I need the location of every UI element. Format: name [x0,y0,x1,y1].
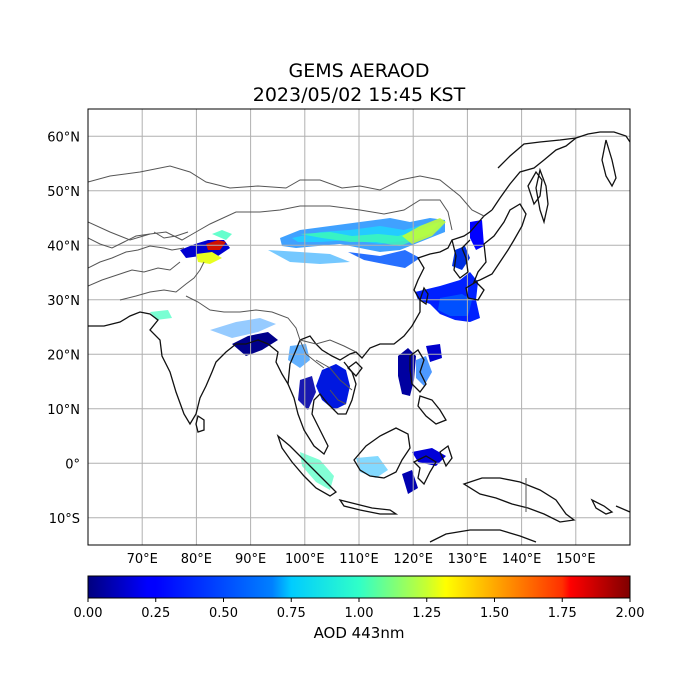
longitude-tick-label: 130°E [448,552,488,567]
longitude-tick-label: 140°E [502,552,542,567]
colorbar [87,575,631,599]
longitude-tick-label: 150°E [556,552,596,567]
colorbar-tick-label: 1.75 [548,606,577,621]
coastlines [88,131,630,543]
map-subtitle-datetime: 2023/05/02 15:45 KST [252,84,466,106]
latitude-tick-label: 0° [65,457,80,472]
latitude-tick-labels: 60°N 50°N 40°N 30°N 20°N 10°N 0° 10°S [47,130,80,527]
colorbar-label: AOD 443nm [313,624,405,642]
latitude-tick-label: 60°N [47,130,80,145]
aod-data-layer [150,218,484,494]
longitude-tick-label: 90°E [235,552,266,567]
colorbar-tick-label: 1.25 [412,606,441,621]
longitude-tick-label: 110°E [339,552,379,567]
longitude-tick-label: 100°E [285,552,325,567]
latitude-tick-label: 40°N [47,239,80,254]
longitude-tick-label: 120°E [393,552,433,567]
colorbar-tick-label: 1.00 [345,606,374,621]
colorbar-tick-label: 0.00 [74,606,103,621]
latitude-tick-label: 30°N [47,294,80,309]
latitude-tick-label: 50°N [47,185,80,200]
country-borders [88,165,527,512]
colorbar-tick-labels: 0.00 0.25 0.50 0.75 1.00 1.25 1.50 1.75 2.00 [74,598,645,621]
map-title: GEMS AERAOD [288,60,430,82]
map-frame [87,108,631,546]
colorbar-tick-label: 1.50 [480,606,509,621]
latitude-tick-label: 20°N [47,348,80,363]
map-area[interactable] [88,109,630,545]
latitude-tick-label: 10°S [49,512,80,527]
map-gridlines [88,109,630,545]
colorbar-tick-label: 0.50 [209,606,238,621]
colorbar-tick-label: 0.25 [141,606,170,621]
longitude-tick-label: 70°E [127,552,158,567]
longitude-tick-labels: 70°E 80°E 90°E 100°E 110°E 120°E 130°E 140°E 150… [127,552,596,567]
colorbar-tick-label: 2.00 [616,606,645,621]
colorbar-tick-label: 0.75 [277,606,306,621]
latitude-tick-label: 10°N [47,403,80,418]
longitude-tick-label: 80°E [181,552,212,567]
